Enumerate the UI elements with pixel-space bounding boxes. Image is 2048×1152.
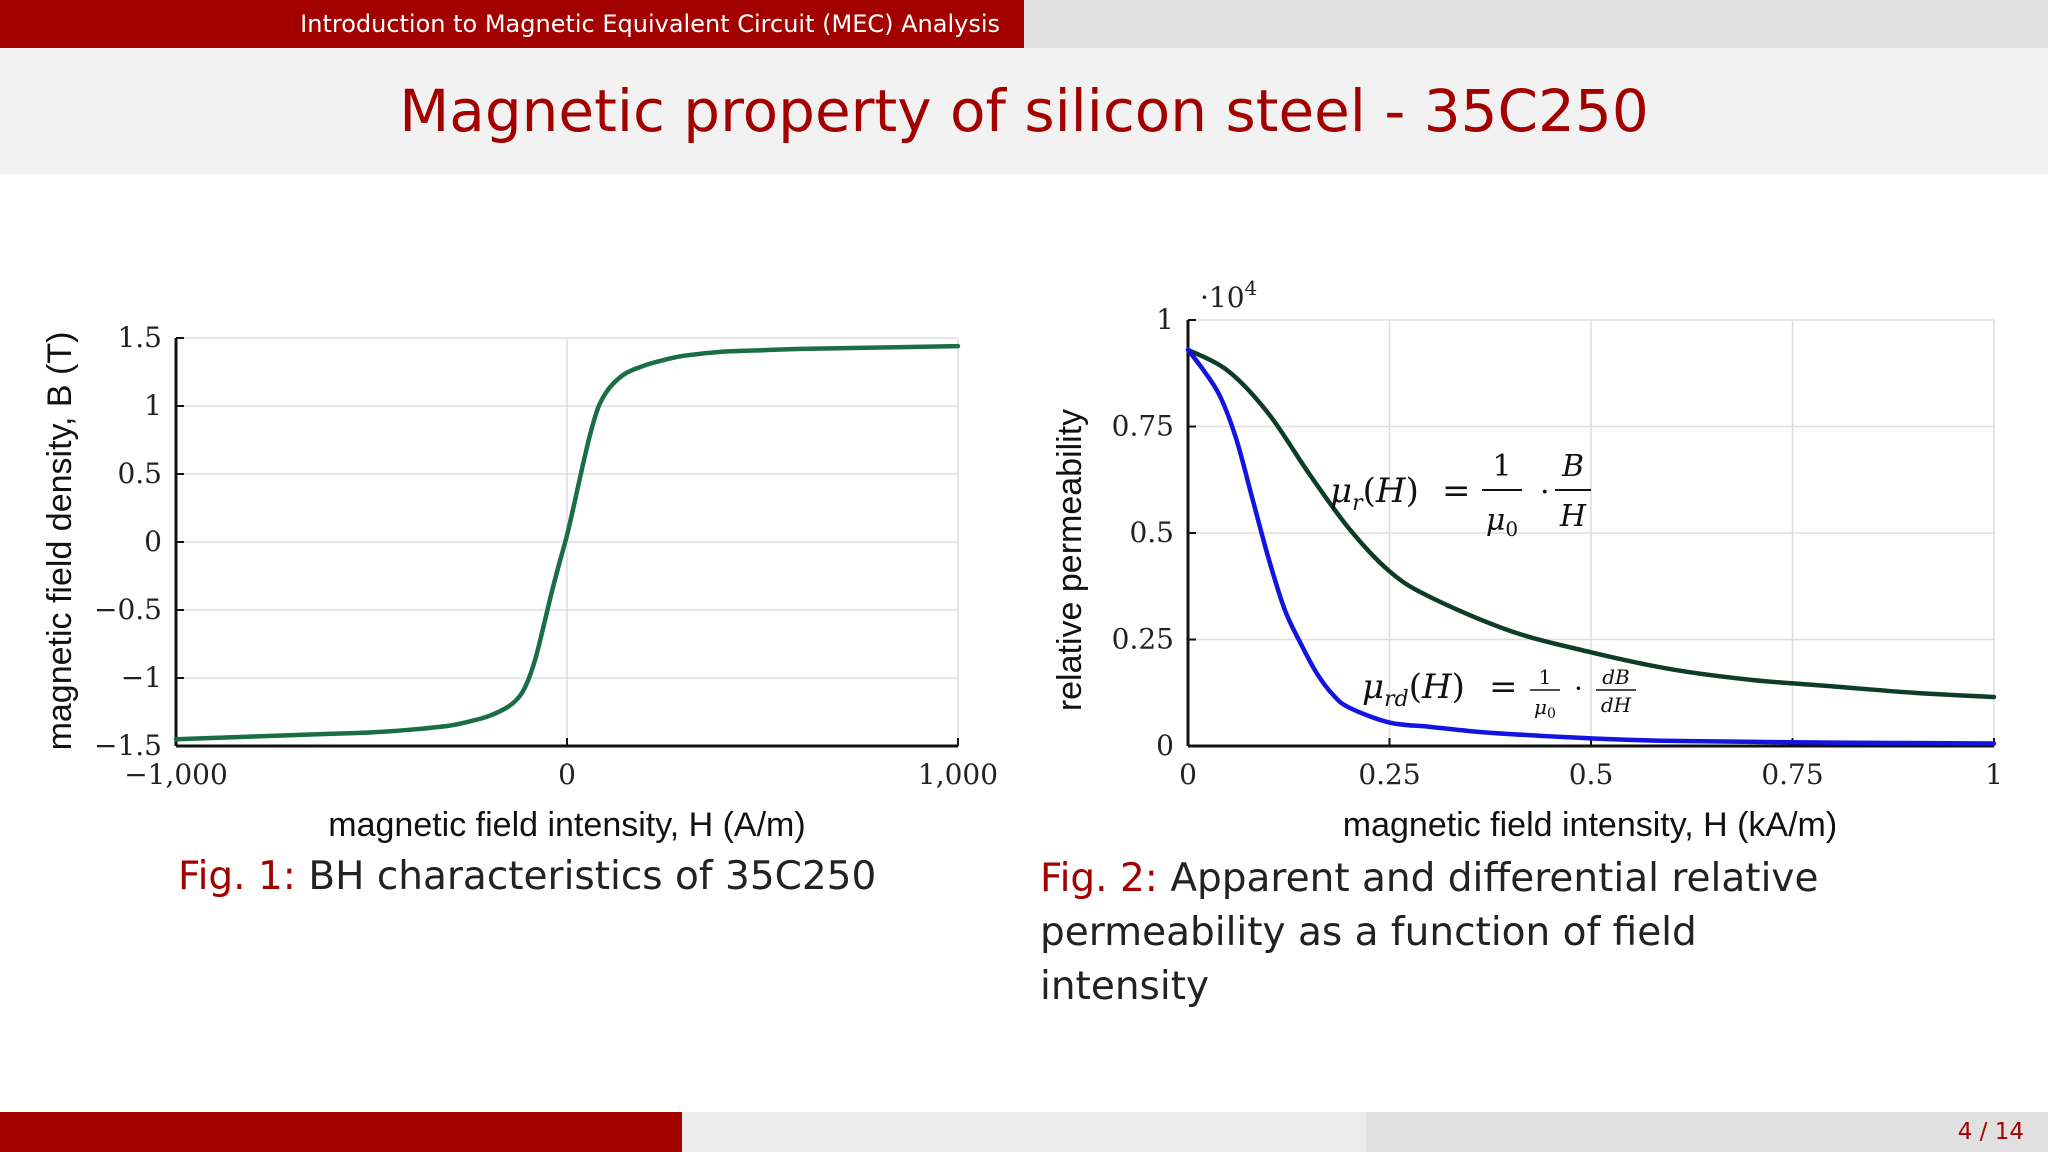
svg-text:μr(H): μr(H)	[1330, 471, 1419, 516]
mu-rd-curve-line	[1185, 347, 1997, 746]
figure-1-label: Fig. 1:	[178, 854, 296, 899]
x-tick-label: 0	[558, 758, 576, 791]
mu-r-curve-line	[1185, 347, 1997, 700]
figure-1-caption: Fig. 1: BH characteristics of 35C250	[178, 850, 898, 904]
y-tick-label: 0.5	[117, 457, 162, 490]
title-bar: Magnetic property of silicon steel - 35C…	[0, 48, 2048, 174]
permeability-x-axis-label: magnetic field intensity, H (kA/m)	[1343, 806, 1837, 844]
bh-chart-ticks: −1,000 0 1,000 −1.5 −1 −0.5 0 0.5 1 1.5	[94, 321, 998, 791]
svg-text:=: =	[1489, 667, 1518, 707]
x-tick-label: 0.5	[1569, 758, 1614, 791]
footer-bar: 4 / 14	[0, 1112, 2048, 1152]
svg-text:dB: dB	[1602, 665, 1630, 689]
bh-x-axis-label: magnetic field intensity, H (A/m)	[328, 806, 805, 844]
header-bar: Introduction to Magnetic Equivalent Circ…	[0, 0, 2048, 48]
slide-title: Magnetic property of silicon steel - 35C…	[399, 77, 1649, 145]
x-tick-label: 0	[1179, 758, 1197, 791]
y-tick-label: 1	[144, 389, 162, 422]
x-tick-label: 0.25	[1358, 758, 1420, 791]
figure-2-caption: Fig. 2: Apparent and differential relati…	[1040, 852, 1860, 1014]
mu-rd-formula-annotation: μrd(H) = 1 μ0 · dB dH	[1362, 665, 1636, 722]
svg-text:=: =	[1442, 471, 1471, 511]
bh-curve-line	[173, 343, 961, 742]
permeability-chart-ticks: 0 0.25 0.5 0.75 1 0 0.25 0.5 0.75 1	[1112, 303, 2003, 791]
y-tick-label: 0	[144, 525, 162, 558]
footer-progress-right: 4 / 14	[1366, 1112, 2048, 1152]
footer-progress-middle	[682, 1112, 1366, 1152]
figure-2-label: Fig. 2:	[1040, 856, 1158, 901]
section-title: Introduction to Magnetic Equivalent Circ…	[0, 0, 1024, 48]
y-tick-label: 1.5	[117, 321, 162, 354]
svg-text:μ0: μ0	[1486, 503, 1518, 541]
x-tick-label: −1,000	[124, 758, 228, 791]
svg-text:dH: dH	[1601, 693, 1632, 717]
bh-chart-series	[173, 343, 961, 742]
y-tick-label: 0.5	[1129, 516, 1174, 549]
y-tick-label: 0	[1156, 729, 1174, 762]
y-tick-label: 1	[1156, 303, 1174, 336]
permeability-chart-series	[1185, 347, 1997, 746]
page-number: 4 / 14	[1957, 1119, 2024, 1145]
svg-text:B: B	[1561, 449, 1584, 484]
y-axis-multiplier: ·104	[1200, 276, 1257, 314]
y-tick-label: 0.25	[1112, 623, 1174, 656]
x-tick-label: 0.75	[1761, 758, 1823, 791]
figure-2-text: Apparent and differential relative perme…	[1040, 856, 1819, 1009]
y-tick-label: −0.5	[94, 593, 162, 626]
y-tick-label: 0.75	[1112, 410, 1174, 443]
permeability-y-axis-label: relative permeability	[1051, 409, 1089, 711]
svg-text:μrd(H): μrd(H)	[1362, 667, 1465, 712]
footer-progress-left	[0, 1112, 682, 1152]
x-tick-label: 1,000	[918, 758, 998, 791]
svg-text:μ0: μ0	[1534, 695, 1556, 722]
svg-text:·: ·	[1574, 672, 1583, 705]
x-tick-label: 1	[1985, 758, 2003, 791]
mu-r-formula-annotation: μr(H) = 1 μ0 · B H	[1330, 449, 1591, 541]
y-tick-label: −1.5	[94, 729, 162, 762]
bh-y-axis-label: magnetic field density, B (T)	[41, 332, 79, 751]
svg-text:H: H	[1559, 499, 1587, 534]
permeability-chart-grid	[1187, 319, 1995, 747]
svg-text:1: 1	[1492, 449, 1511, 484]
svg-text:1: 1	[1539, 665, 1552, 689]
figure-1-text: BH characteristics of 35C250	[308, 854, 877, 899]
y-tick-label: −1	[121, 661, 162, 694]
svg-text:·: ·	[1540, 475, 1550, 510]
